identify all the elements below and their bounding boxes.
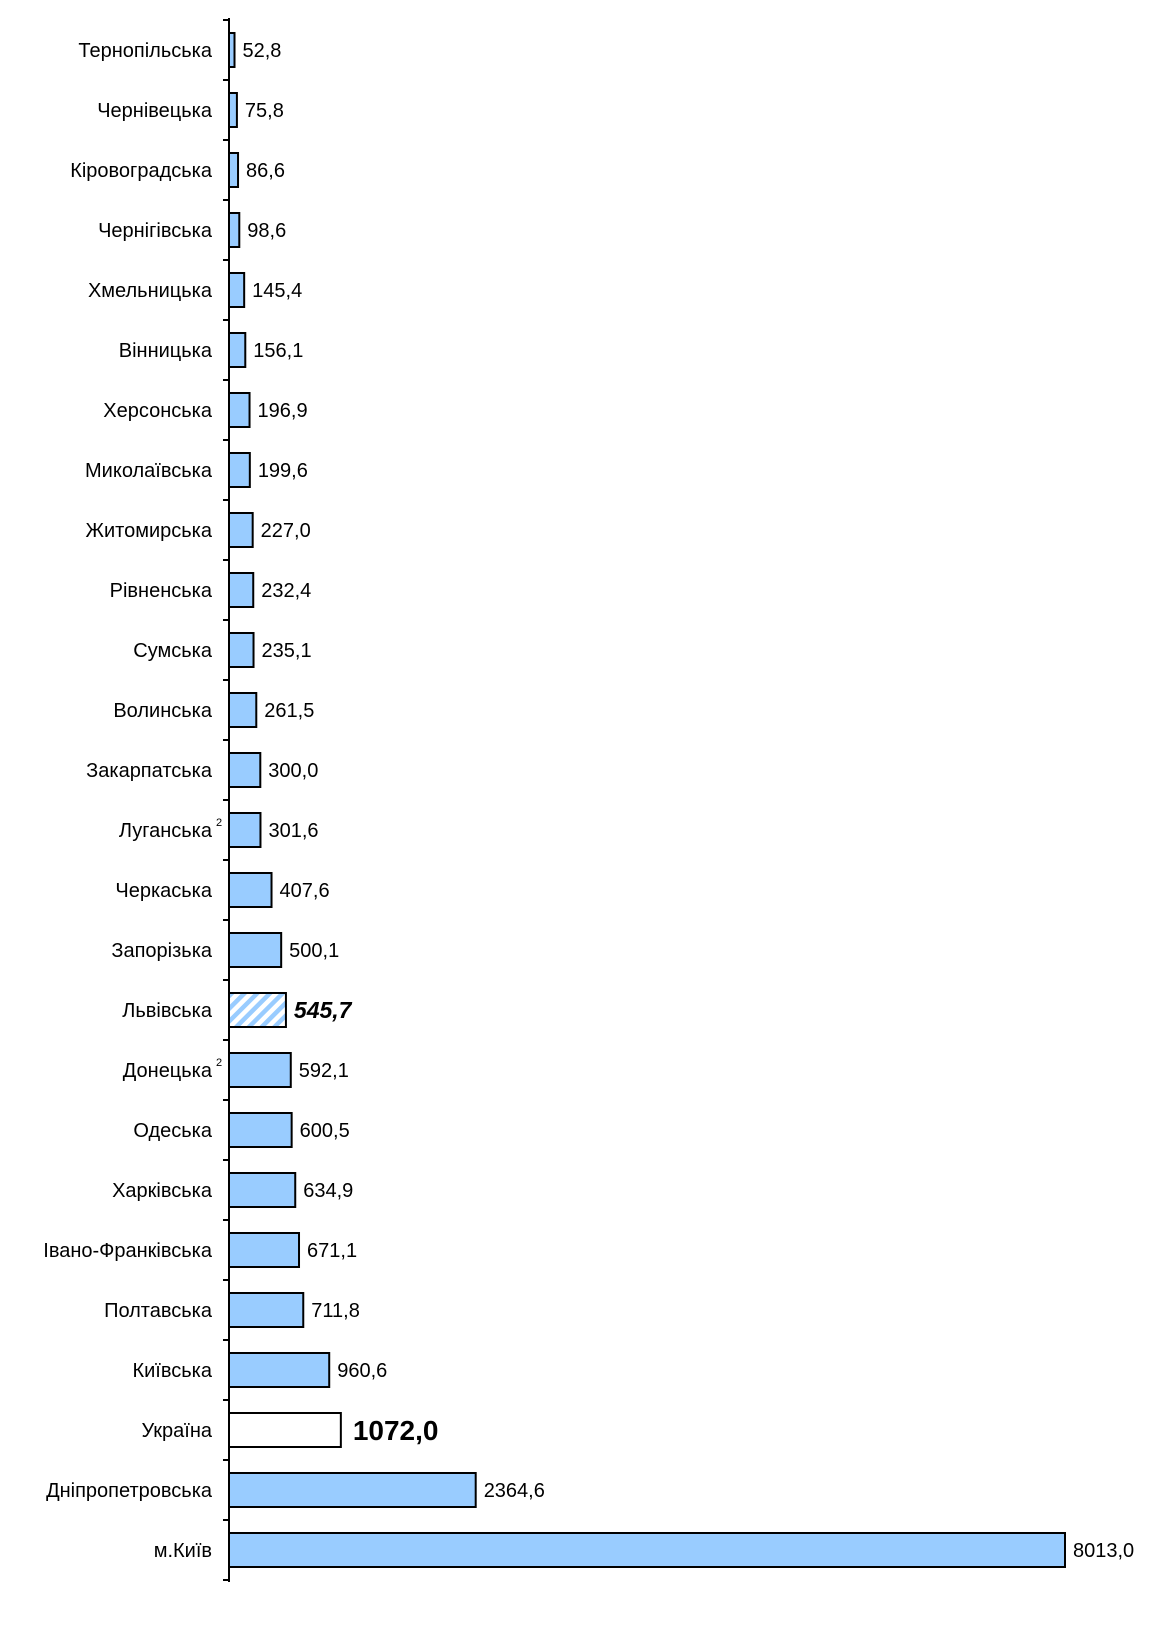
category-label: Волинська (113, 700, 213, 722)
bar-3 (228, 152, 240, 188)
value-label: 500,1 (289, 940, 339, 962)
category-label: Кіровоградська (70, 160, 213, 182)
category-label: Черкаська (115, 880, 212, 902)
bar-11 (228, 632, 255, 668)
category-label: Донецька (123, 1060, 213, 1082)
bar-14 (228, 812, 262, 848)
value-label: 235,1 (262, 640, 312, 662)
category-label: Вінницька (119, 340, 213, 362)
bar-4 (228, 212, 241, 248)
bar-26 (228, 1532, 1066, 1568)
category-label: Полтавська (104, 1300, 213, 1322)
bar-13 (228, 752, 262, 788)
category-label: Житомирська (86, 520, 213, 542)
value-label: 199,6 (258, 460, 308, 482)
value-label: 300,0 (268, 760, 318, 782)
bar-10 (228, 572, 255, 608)
bar-9 (228, 512, 254, 548)
bar-16 (228, 932, 283, 968)
value-label: 407,6 (280, 880, 330, 902)
footnote-marker: 2 (216, 817, 222, 829)
value-label: 227,0 (261, 520, 311, 542)
category-label: Чернівецька (97, 100, 213, 122)
value-label: 711,8 (311, 1300, 360, 1322)
category-label: Тернопільська (78, 40, 212, 62)
bar-23 (228, 1352, 331, 1388)
category-label: Херсонська (103, 400, 213, 422)
value-label: 8013,0 (1073, 1540, 1134, 1562)
category-label: Запорізька (111, 940, 213, 962)
bar-21 (228, 1232, 301, 1268)
bar-25 (228, 1472, 477, 1508)
footnote-marker: 2 (216, 1057, 222, 1069)
category-label: Закарпатська (86, 760, 213, 782)
value-label: 98,6 (247, 220, 286, 242)
bar-2 (228, 92, 238, 128)
bar-12 (228, 692, 258, 728)
category-label: Луганська (119, 820, 213, 842)
value-label: 301,6 (268, 820, 318, 842)
bar-6 (228, 332, 247, 368)
bar-19 (228, 1112, 293, 1148)
value-label: 156,1 (253, 340, 303, 362)
category-label: Одеська (133, 1120, 213, 1142)
bar-17 (228, 992, 287, 1028)
value-label: 671,1 (307, 1240, 357, 1262)
value-label: 232,4 (261, 580, 311, 602)
value-label: 86,6 (246, 160, 285, 182)
value-label: 75,8 (245, 100, 284, 122)
bar-20 (228, 1172, 297, 1208)
y-axis (223, 18, 230, 1582)
category-label: Дніпропетровська (46, 1480, 213, 1502)
category-label: Львівська (122, 1000, 213, 1022)
category-label: Харківська (112, 1180, 213, 1202)
bars-layer: Тернопільська 52,8 Чернівецька 75,8 Кіровогр… (43, 32, 1134, 1568)
category-label: Київська (132, 1360, 212, 1382)
value-label: 545,7 (294, 997, 353, 1023)
bar-18 (228, 1052, 292, 1088)
category-label: Рівненська (110, 580, 213, 602)
category-label: Хмельницька (88, 280, 213, 302)
category-label: Чернігівська (98, 220, 213, 242)
bar-8 (228, 452, 251, 488)
bar-15 (228, 872, 273, 908)
bar-5 (228, 272, 246, 308)
value-label: 1072,0 (353, 1415, 439, 1446)
value-label: 261,5 (264, 700, 314, 722)
value-label: 634,9 (303, 1180, 353, 1202)
value-label: 600,5 (300, 1120, 350, 1142)
bar-24 (228, 1412, 342, 1448)
category-label: Миколаївська (85, 460, 213, 482)
value-label: 196,9 (258, 400, 308, 422)
category-label: Івано-Франківська (43, 1240, 213, 1262)
category-label: Україна (141, 1420, 212, 1442)
value-label: 145,4 (252, 280, 302, 302)
bar-22 (228, 1292, 305, 1328)
category-label: Сумська (133, 640, 213, 662)
value-label: 2364,6 (484, 1480, 545, 1502)
bar-7 (228, 392, 251, 428)
value-label: 960,6 (337, 1360, 387, 1382)
value-label: 592,1 (299, 1060, 349, 1082)
value-label: 52,8 (243, 40, 282, 62)
category-label: м.Київ (154, 1540, 212, 1562)
